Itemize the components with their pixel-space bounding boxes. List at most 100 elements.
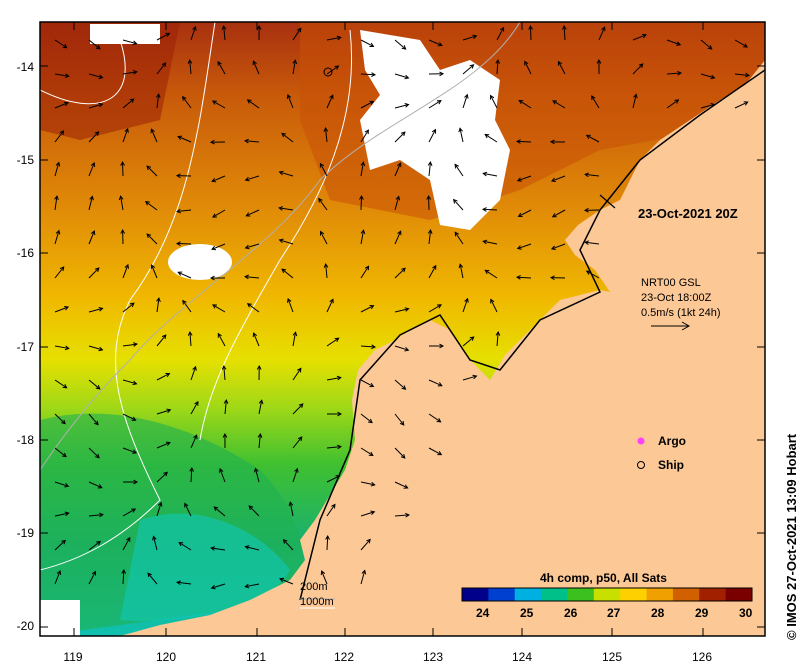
current-arrow: [360, 39, 374, 47]
current-arrow-head: [334, 65, 340, 70]
current-arrow-head: [561, 24, 567, 30]
current-arrow: [177, 209, 192, 213]
current-arrow-head: [401, 267, 406, 273]
current-arrow: [326, 65, 339, 75]
current-arrow-head: [369, 305, 375, 310]
ship-legend-label: Ship: [658, 458, 684, 472]
current-arrow: [88, 267, 100, 279]
current-arrow-head: [499, 26, 505, 32]
current-arrow-head: [557, 60, 563, 66]
current-arrow-head: [187, 59, 193, 64]
current-arrow: [552, 100, 566, 109]
current-arrow: [360, 345, 375, 348]
current-arrow: [734, 73, 749, 76]
warm-band-nw: [40, 22, 180, 140]
current-arrow: [211, 583, 226, 589]
lat-tick: -14: [16, 60, 34, 74]
current-arrow-head: [193, 434, 198, 440]
current-arrow: [360, 101, 374, 109]
current-arrow: [217, 333, 226, 347]
current-arrow-head: [209, 275, 215, 281]
current-arrow: [394, 39, 406, 50]
current-arrow: [190, 401, 199, 415]
current-arrow-head: [132, 40, 138, 46]
current-arrow-head: [323, 263, 329, 268]
colorbar-segment: [725, 588, 753, 601]
current-arrow: [591, 95, 600, 109]
ship-legend-marker: [637, 461, 645, 469]
current-arrow-head: [336, 35, 342, 41]
current-arrow: [54, 102, 69, 109]
current-arrow: [246, 209, 260, 217]
current-arrow: [223, 366, 226, 381]
current-arrow: [551, 175, 566, 182]
current-arrow-head: [437, 382, 443, 387]
current-arrow: [700, 73, 715, 79]
imos-credit: © IMOS 27-Oct-2021 13:09 Hobart: [784, 434, 799, 640]
current-arrow: [88, 571, 96, 585]
current-arrow-head: [59, 130, 65, 135]
colorbar-segment: [699, 588, 727, 601]
current-arrow: [122, 508, 136, 517]
current-arrow-head: [516, 245, 522, 250]
current-arrow: [462, 94, 468, 109]
current-arrow: [428, 413, 441, 423]
current-arrow-head: [165, 372, 171, 378]
current-arrow: [325, 264, 328, 279]
current-arrow: [394, 379, 406, 390]
current-arrow-head: [244, 583, 250, 589]
current-arrow: [394, 413, 405, 426]
current-arrow: [120, 196, 124, 211]
lat-tick: -18: [16, 433, 34, 447]
current-arrow-head: [146, 233, 152, 239]
current-arrow-head: [584, 240, 590, 246]
current-arrow-head: [495, 331, 501, 336]
current-arrow-head: [517, 212, 523, 217]
current-arrow: [54, 379, 67, 389]
current-arrow-head: [150, 264, 156, 270]
current-arrow-head: [244, 274, 249, 280]
current-arrow-head: [549, 139, 555, 145]
colorbar-segment: [488, 588, 516, 601]
current-arrow: [394, 481, 408, 489]
current-arrow: [156, 32, 170, 41]
current-arrow: [360, 162, 364, 177]
current-arrow: [292, 28, 302, 41]
current-arrow-head: [279, 577, 285, 583]
current-arrow-head: [64, 345, 70, 351]
current-arrow: [490, 299, 498, 313]
current-arrow-head: [404, 346, 410, 352]
current-arrow-head: [743, 101, 749, 106]
current-arrow-head: [132, 342, 138, 347]
current-arrow-head: [244, 545, 250, 550]
current-arrow-head: [515, 139, 521, 144]
current-arrow: [54, 196, 58, 211]
current-arrow: [394, 308, 409, 313]
current-arrow: [190, 26, 196, 41]
current-arrow-head: [221, 365, 227, 370]
current-arrow: [454, 164, 464, 177]
current-arrow: [700, 39, 713, 50]
current-arrow-head: [404, 74, 410, 80]
colorbar-border: [461, 587, 753, 602]
current-arrow-head: [281, 268, 287, 274]
current-arrow-head: [278, 170, 284, 176]
current-arrow: [54, 345, 69, 349]
current-arrow: [326, 504, 336, 517]
current-arrow: [122, 413, 136, 421]
current-arrow-head: [157, 501, 163, 507]
current-arrow: [190, 467, 193, 483]
current-arrow: [252, 60, 260, 75]
current-arrow-head: [436, 100, 442, 105]
current-arrow-head: [676, 41, 682, 46]
current-arrow-head: [192, 365, 197, 371]
current-arrow-head: [292, 59, 298, 65]
current-arrow-head: [439, 71, 445, 77]
current-arrow: [585, 173, 600, 177]
current-arrow: [122, 39, 137, 45]
colorbar-tick: 28: [651, 606, 665, 620]
colorbar: [461, 587, 753, 602]
current-arrow-head: [584, 172, 589, 178]
current-arrow: [122, 569, 125, 585]
current-arrow-head: [552, 100, 558, 105]
